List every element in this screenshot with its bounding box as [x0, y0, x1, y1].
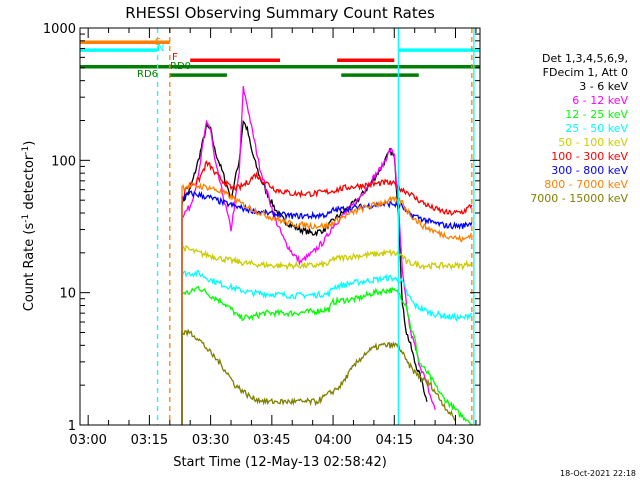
- series-line-0: [181, 120, 428, 425]
- legend-entry-0: 3 - 6 keV: [579, 80, 628, 93]
- series-line-2: [181, 286, 472, 425]
- flag-label-rd0: RD0: [170, 61, 191, 72]
- legend-entry-7: 800 - 7000 keV: [544, 178, 628, 191]
- plot-frame: [79, 27, 481, 426]
- legend-entry-1: 6 - 12 keV: [572, 94, 628, 107]
- flag-label-f: F: [172, 52, 178, 63]
- series-line-7: [181, 181, 473, 425]
- legend: Det 1,3,4,5,6,9, FDecim 1, Att 0 3 - 6 k…: [530, 52, 628, 205]
- y-tick-label: 1000: [43, 22, 76, 37]
- x-axis-label: Start Time (12-May-13 02:58:42): [173, 455, 387, 470]
- y-tick-label: 1: [68, 419, 76, 434]
- legend-entry-4: 50 - 100 keV: [558, 136, 628, 149]
- series-line-4: [181, 244, 473, 425]
- plot-area: [80, 28, 480, 425]
- series-line-8: [181, 329, 456, 425]
- flag-label-rd6: RD6: [137, 69, 158, 80]
- x-tick-label: 03:15: [131, 433, 168, 448]
- legend-header-2: FDecim 1, Att 0: [543, 66, 628, 79]
- legend-header-1: Det 1,3,4,5,6,9,: [542, 52, 628, 65]
- x-tick-label: 04:00: [314, 433, 351, 448]
- series-line-5: [181, 160, 473, 425]
- chart-title: RHESSI Observing Summary Count Rates: [125, 4, 435, 22]
- legend-entry-3: 25 - 50 keV: [565, 122, 628, 135]
- x-tick-label: 03:00: [69, 433, 106, 448]
- x-tick-label: 04:15: [376, 433, 413, 448]
- series-line-6: [181, 190, 473, 425]
- x-tick-label: 04:30: [437, 433, 474, 448]
- generation-timestamp: 18-Oct-2021 22:18: [560, 469, 636, 478]
- x-tick-label: 03:45: [253, 433, 290, 448]
- y-axis-ticks: 1 10 100 1000: [43, 22, 480, 434]
- flag-label-s: S: [155, 37, 161, 48]
- series-line-3: [181, 269, 473, 425]
- y-axis-label: Count Rate (s-1 detector-1): [21, 141, 37, 312]
- flag-label-n: N: [157, 43, 164, 54]
- y-tick-label: 100: [51, 154, 76, 169]
- legend-entry-5: 100 - 300 keV: [551, 150, 628, 163]
- y-tick-label: 10: [59, 287, 76, 302]
- x-tick-label: 03:30: [192, 433, 229, 448]
- legend-entry-8: 7000 - 15000 keV: [530, 192, 628, 205]
- x-axis-ticks: 03:00 03:15 03:30 03:45 04:00 04:15 04:30: [69, 28, 477, 448]
- legend-entry-2: 12 - 25 keV: [565, 108, 628, 121]
- legend-entry-6: 300 - 800 keV: [551, 164, 628, 177]
- series-line-1: [181, 86, 436, 425]
